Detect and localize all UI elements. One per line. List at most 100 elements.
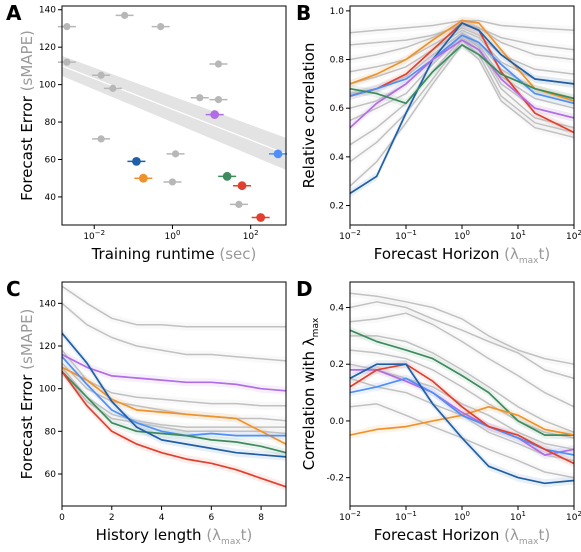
trend-confidence-band (62, 55, 286, 170)
data-point-gray (214, 60, 223, 68)
series-line-gray (349, 349, 575, 439)
series-line-lightblue (61, 356, 286, 437)
y-tick-label: 0.2 (330, 202, 344, 212)
series-line-gray (61, 362, 287, 422)
panel-label-c: C (6, 277, 21, 301)
series-band (350, 19, 574, 64)
y-tick-label: 140 (39, 299, 56, 309)
data-point-green (222, 171, 232, 181)
y-tick-label: 120 (39, 43, 56, 53)
series-line-purple (61, 353, 287, 392)
series-band (350, 16, 574, 37)
y-tick-label: 100 (39, 385, 56, 395)
series-band (350, 289, 574, 369)
y-tick-label: 80 (45, 118, 57, 128)
y-tick-label: -0.2 (326, 474, 344, 484)
y-tick-label: 140 (39, 6, 56, 16)
panel-label-b: B (296, 1, 311, 25)
trend-line (61, 65, 287, 155)
x-tick-label: 102 (566, 229, 581, 242)
series-line-gray (349, 301, 575, 380)
x-tick-label: 0 (59, 513, 65, 523)
data-point-red (237, 181, 247, 191)
series-band (350, 31, 574, 113)
x-tick-label: 100 (454, 510, 470, 523)
x-tick-label: 10−2 (83, 229, 105, 242)
x-tick-label: 10−1 (395, 510, 417, 523)
plot-area-B (349, 16, 575, 198)
y-axis-label-D: Correlation with λmax (300, 317, 321, 470)
y-tick-label: 0.6 (330, 104, 345, 114)
y-tick-label: 60 (45, 155, 57, 165)
x-tick-label: 102 (243, 229, 259, 242)
x-axis-label-D: Forecast Horizon (λmaxt) (374, 526, 550, 547)
data-point-gray (63, 22, 71, 31)
x-tick-label: 100 (164, 229, 180, 242)
x-axis-label-B: Forecast Horizon (λmaxt) (374, 245, 550, 266)
data-point-lightblue (273, 149, 283, 159)
series-band (350, 360, 574, 468)
plot-area-C (61, 282, 287, 491)
x-tick-label: 2 (109, 513, 115, 523)
y-tick-label: 0.0 (330, 417, 345, 427)
series-line-gray (349, 363, 575, 451)
series-line-gray (349, 292, 575, 365)
y-tick-label: 120 (39, 342, 56, 352)
data-point-gray (235, 200, 243, 209)
series-band (350, 402, 574, 440)
data-point-gray (109, 84, 117, 92)
data-point-red (256, 213, 266, 222)
data-point-purple (210, 110, 220, 119)
data-point-gray (171, 150, 180, 158)
series-band (350, 331, 574, 437)
data-point-gray (97, 71, 105, 79)
series-line-green (61, 371, 287, 454)
series-line-blue (61, 332, 287, 458)
data-point-gray (196, 94, 204, 102)
series-line-gray (349, 29, 575, 85)
data-point-gray (63, 58, 71, 66)
y-tick-label: 60 (45, 470, 57, 480)
series-line-blue (349, 22, 575, 195)
series-band (350, 28, 574, 103)
series-line-orange (61, 366, 287, 445)
series-line-gray (349, 24, 575, 51)
series-line-gray (61, 366, 286, 428)
data-point-blue (132, 156, 141, 166)
x-tick-label: 4 (159, 513, 165, 523)
series-line-gray (349, 312, 575, 408)
series-line-blue (349, 363, 575, 485)
series-band (350, 23, 574, 79)
y-tick-label: 0.2 (330, 360, 344, 370)
x-tick-label: 102 (566, 510, 581, 523)
series-line-gray (349, 36, 575, 146)
data-point-gray (97, 135, 105, 143)
data-point-gray (157, 22, 165, 31)
series-line-gray (61, 285, 286, 328)
plot-area-D (349, 289, 575, 488)
panel-label-a: A (6, 1, 22, 25)
series-band (350, 19, 574, 137)
series-line-purple (350, 369, 575, 456)
y-tick-label: 1.0 (330, 7, 345, 17)
x-tick-label: 101 (510, 229, 526, 242)
y-tick-label: 40 (45, 193, 57, 203)
panel-label-d: D (296, 277, 313, 301)
y-tick-label: 100 (39, 81, 56, 91)
series-line-gray (61, 349, 286, 407)
series-band (350, 297, 574, 383)
y-tick-label: 80 (45, 427, 57, 437)
data-point-gray (168, 178, 177, 186)
x-tick-label: 6 (208, 513, 214, 523)
series-band (62, 282, 286, 331)
x-tick-label: 8 (258, 513, 264, 523)
series-line-gray (61, 302, 287, 362)
series-band (350, 16, 574, 105)
y-tick-label: 0.4 (330, 304, 345, 314)
y-tick-label: 0.8 (330, 56, 345, 66)
data-point-orange (138, 173, 148, 183)
series-line-green (349, 44, 575, 105)
plot-frame-A (61, 5, 287, 226)
data-point-gray (214, 95, 223, 104)
